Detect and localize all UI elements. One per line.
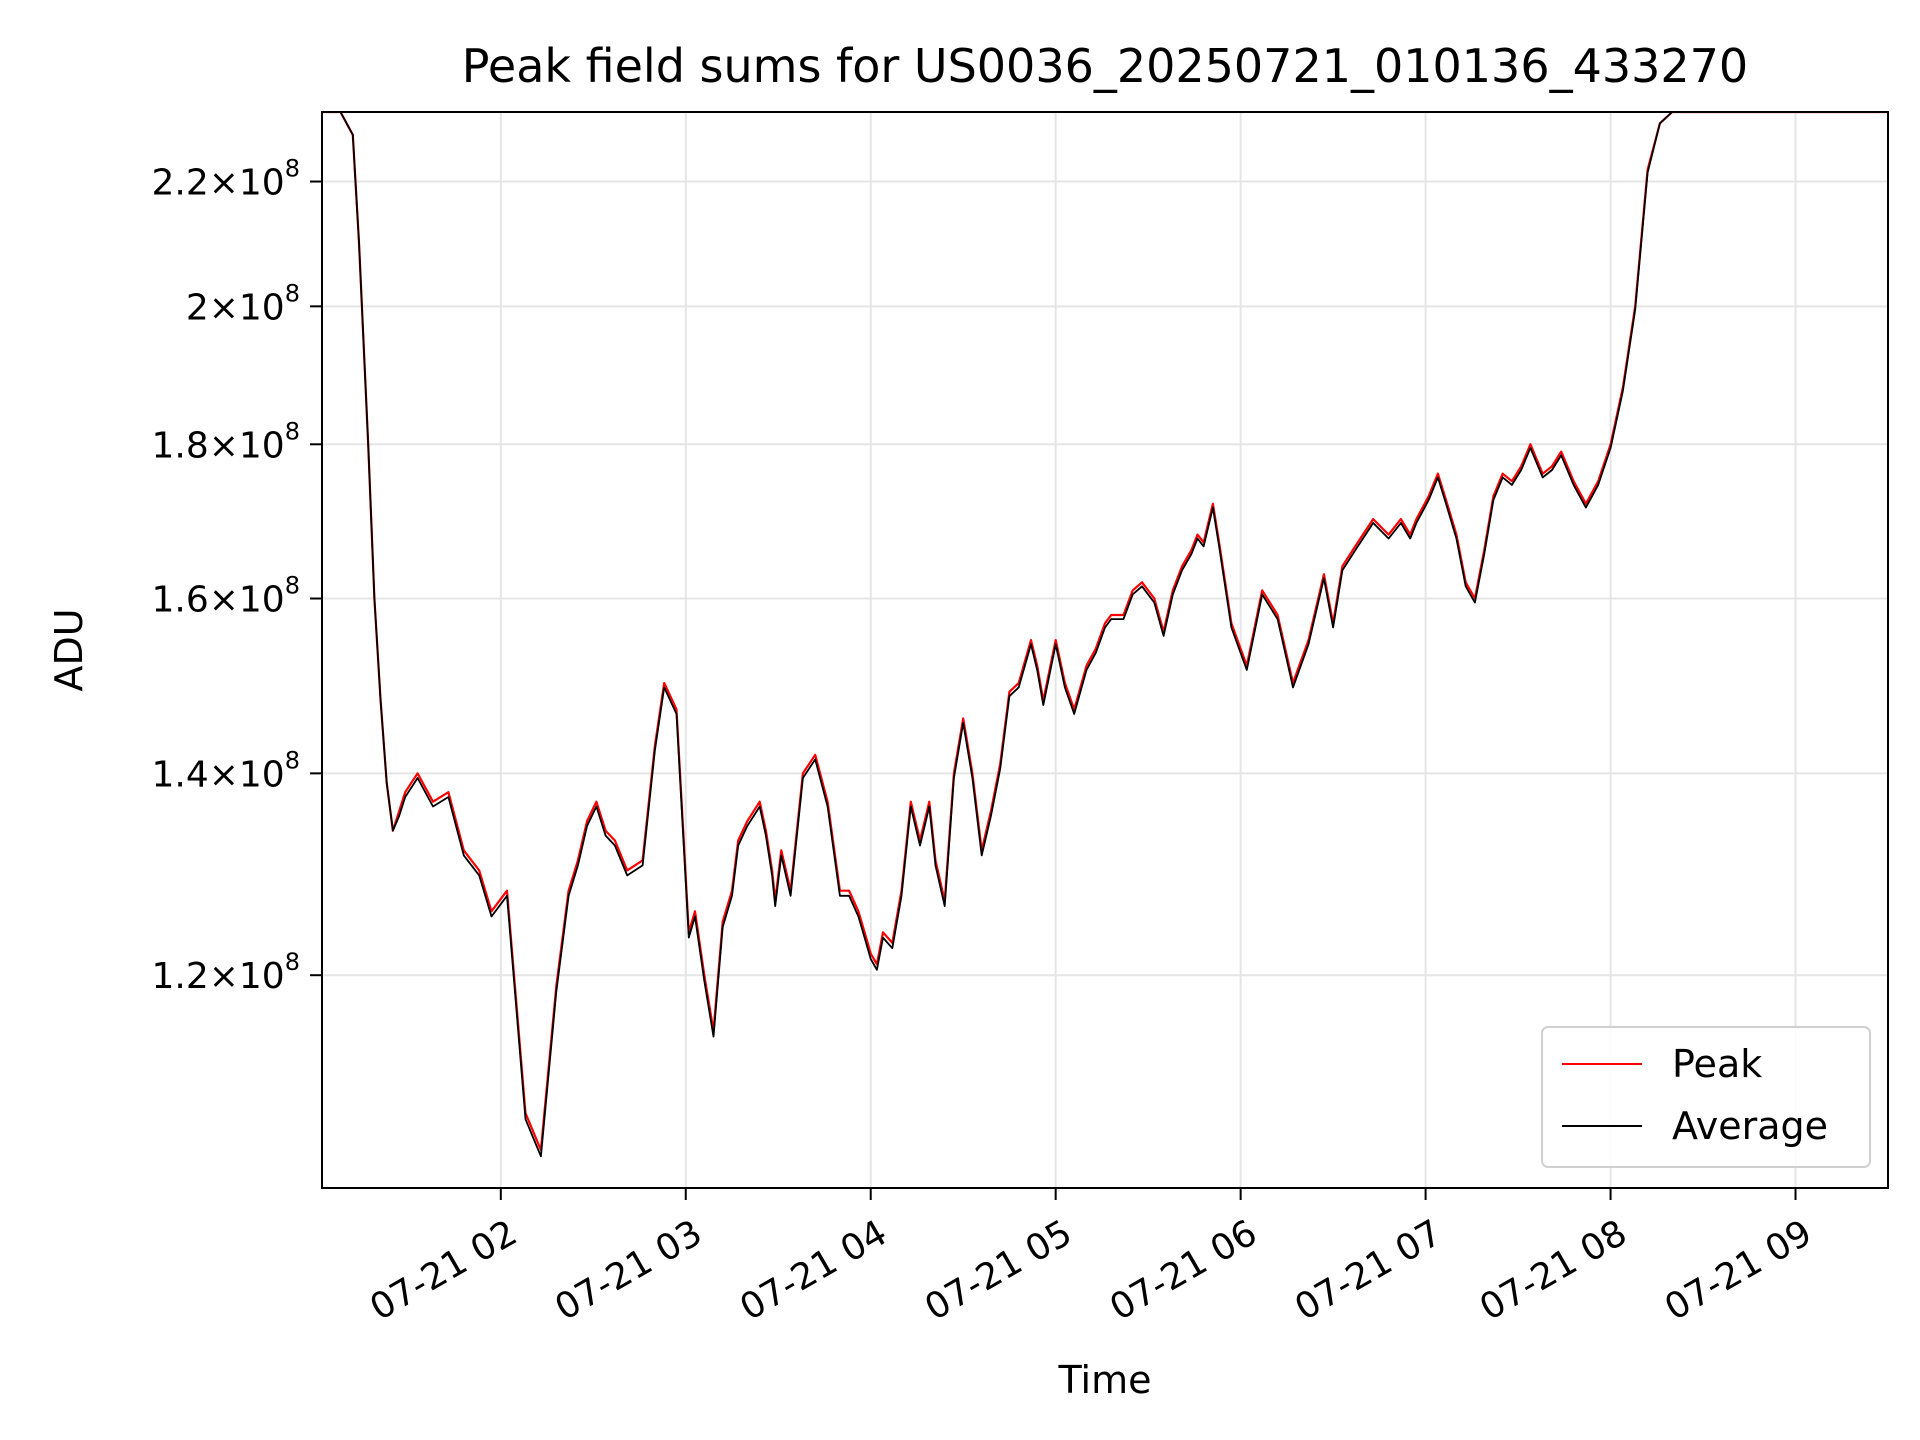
y-tick-mantissa: 2 bbox=[186, 287, 209, 328]
legend-label-average: Average bbox=[1672, 1104, 1828, 1148]
y-tick-times: ×10 bbox=[209, 287, 285, 328]
legend-box bbox=[1541, 1026, 1871, 1168]
chart-title: Peak field sums for US0036_20250721_0101… bbox=[462, 39, 1748, 93]
y-tick-label: 2.2×108 bbox=[151, 155, 300, 204]
y-tick-label: 2×108 bbox=[186, 279, 300, 328]
y-tick-times: ×10 bbox=[209, 754, 285, 795]
y-axis-title: ADU bbox=[47, 608, 91, 691]
y-tick-label: 1.8×108 bbox=[151, 417, 300, 466]
y-tick-label: 1.4×108 bbox=[151, 746, 300, 795]
series-line-average bbox=[322, 112, 1888, 1158]
y-tick-exponent: 8 bbox=[285, 948, 300, 976]
x-axis-title: Time bbox=[1058, 1358, 1152, 1402]
y-tick-exponent: 8 bbox=[285, 746, 300, 774]
y-tick-mantissa: 1.6 bbox=[151, 580, 208, 621]
y-tick-mantissa: 1.2 bbox=[151, 956, 208, 997]
series-line-peak bbox=[322, 112, 1888, 1152]
y-tick-label: 1.6×108 bbox=[151, 572, 300, 621]
legend: Peak Average bbox=[1541, 1026, 1871, 1168]
legend-label-peak: Peak bbox=[1672, 1042, 1762, 1086]
y-tick-times: ×10 bbox=[209, 163, 285, 204]
y-tick-exponent: 8 bbox=[285, 279, 300, 307]
y-tick-exponent: 8 bbox=[285, 572, 300, 600]
y-tick-times: ×10 bbox=[209, 425, 285, 466]
y-tick-mantissa: 1.8 bbox=[151, 425, 208, 466]
y-tick-mantissa: 1.4 bbox=[151, 754, 208, 795]
y-tick-times: ×10 bbox=[209, 580, 285, 621]
plot-frame bbox=[321, 111, 1889, 1189]
y-tick-mantissa: 2.2 bbox=[151, 163, 208, 204]
y-tick-exponent: 8 bbox=[285, 155, 300, 183]
y-tick-label: 1.2×108 bbox=[151, 948, 300, 997]
y-tick-times: ×10 bbox=[209, 956, 285, 997]
y-tick-exponent: 8 bbox=[285, 417, 300, 445]
plot-lines bbox=[322, 112, 1888, 1158]
